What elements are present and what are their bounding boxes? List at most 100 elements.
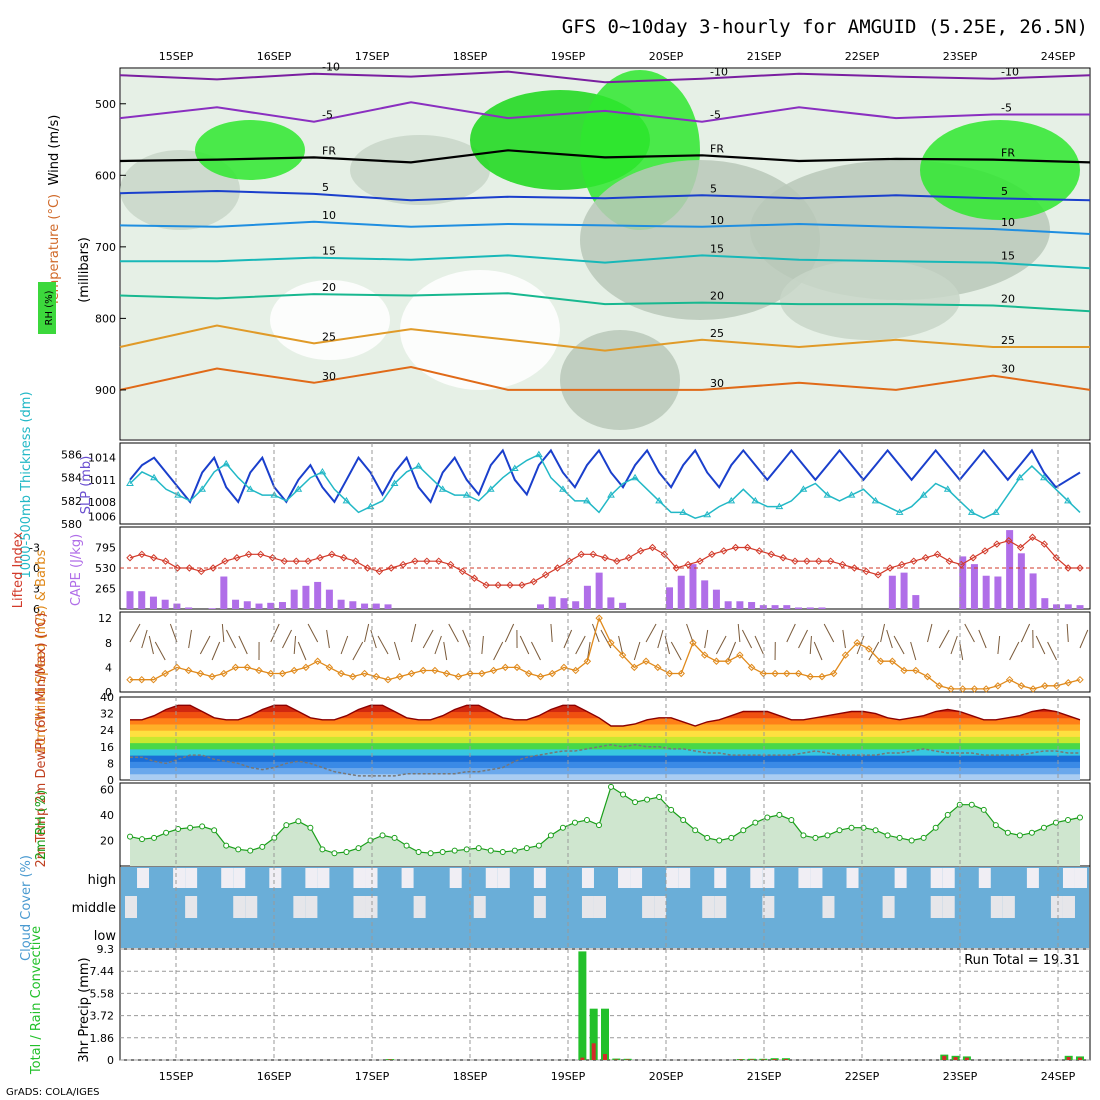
data-point [888,657,897,665]
y-axis-label-wind: Wind (m/s) [47,115,62,186]
temp-band [130,705,1080,706]
rh-region [580,160,820,320]
y-axis-label-temp: Temperature (°C) [47,194,62,307]
data-point [446,560,455,569]
data-point [736,651,744,659]
data-point [684,560,692,569]
x-tick-label-top: 19SEP [551,50,586,63]
data-point [435,557,443,565]
cloud-cell [233,868,246,888]
bar [942,1055,947,1060]
data-point [246,485,255,492]
data-point [980,806,987,813]
y-tick-label: 1011 [88,474,116,487]
wind-barb [645,623,657,643]
y-tick-label: 20 [100,834,114,847]
bar [580,1057,585,1060]
temp-band [130,730,1080,737]
data-point [255,666,263,675]
data-point [1040,540,1049,548]
data-point [363,564,372,572]
bar [759,605,767,609]
data-point [294,485,303,492]
data-point [1016,832,1023,839]
data-point [304,557,312,565]
bar [689,564,697,609]
data-point [945,557,954,565]
data-point [126,554,134,562]
data-point [340,554,348,562]
data-point [703,510,712,518]
data-point [783,669,791,678]
data-point [933,550,942,559]
cloud-cell [497,868,510,888]
data-point [969,554,977,562]
data-point [679,508,688,515]
y-tick-label: 3.72 [90,1010,115,1023]
cloud-cell [714,868,727,888]
cloud-cell [642,896,655,918]
data-point [862,567,870,576]
contour-label: FR [710,142,724,155]
cloud-cell [1062,868,1075,888]
data-point [247,847,254,854]
contour-label: 30 [710,377,724,390]
cloud-cell [593,896,606,918]
y-axis-label-slp: SLP (mb) [79,456,94,515]
data-point [826,557,835,565]
wind-barb [504,623,515,643]
cloud-cell [233,896,246,918]
data-point [1052,682,1061,690]
data-point [991,508,1000,515]
bar [255,603,263,609]
data-point [708,550,716,559]
bar [603,1054,607,1060]
bar [589,1008,598,1060]
cloud-cell [401,868,414,888]
x-tick-label-top: 24SEP [1041,50,1076,63]
cloud-cell [846,868,859,888]
wind-barb [786,623,796,643]
bar [595,572,603,609]
cloud-cell [822,896,835,918]
rh-region [560,330,680,430]
data-point [668,806,675,813]
bar [959,556,967,609]
data-point [848,824,855,831]
data-point [283,822,290,829]
data-point [1064,496,1072,504]
wind-barb [188,629,192,649]
x-tick-label-top: 15SEP [159,50,194,63]
wind-barb [481,635,484,655]
bar [278,602,286,609]
y-tick-label: 6 [33,603,40,616]
cloud-cell [894,868,907,888]
data-point [245,550,253,559]
data-point [458,567,467,576]
wind-barb [443,641,448,661]
data-point [788,817,795,824]
wind-barb [813,641,823,661]
wind-barb [1009,641,1020,661]
bar [619,602,627,609]
data-point [823,491,832,498]
y-tick-label: 0 [107,1054,114,1067]
data-point [1064,564,1072,572]
contour-label: 25 [1001,334,1015,347]
series-line [130,743,1080,777]
bar [1017,553,1025,609]
x-tick-label-bottom: 20SEP [649,1070,684,1083]
rh-region [400,270,560,390]
data-point [256,550,265,559]
cloud-cell [185,896,198,918]
contour-label: FR [322,144,336,157]
data-point [290,666,298,675]
temperature-contour [119,189,1091,202]
wind-barb [238,635,248,655]
wind-barb [715,635,727,655]
wind-barb [326,629,330,649]
wind-barb [493,641,504,661]
bar [243,601,251,609]
wind-barb [352,641,364,661]
bar [912,595,920,609]
